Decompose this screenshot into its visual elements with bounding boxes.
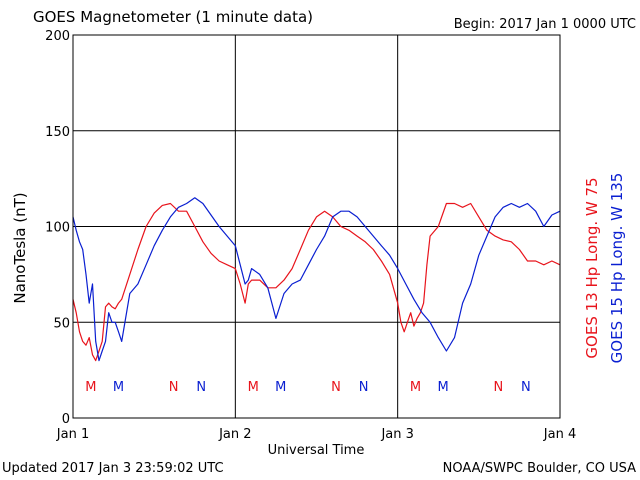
marker-n-red: N xyxy=(331,380,341,395)
legend-goes15: GOES 15 Hp Long. W 135 xyxy=(608,173,626,364)
legend-goes13: GOES 13 Hp Long. W 75 xyxy=(583,177,601,358)
x-tick-label: Jan 3 xyxy=(380,427,413,442)
x-tick-label: Jan 2 xyxy=(218,427,251,442)
x-tick-label: Jan 1 xyxy=(56,427,89,442)
marker-m-blue: M xyxy=(275,380,286,395)
marker-n-blue: N xyxy=(359,380,369,395)
source-credit: NOAA/SWPC Boulder, CO USA xyxy=(443,461,636,476)
marker-m-red: M xyxy=(410,380,421,395)
x-axis-label: Universal Time xyxy=(268,443,365,458)
y-tick-label: 0 xyxy=(62,412,70,427)
marker-m-red: M xyxy=(85,380,96,395)
series-line-1 xyxy=(72,197,561,362)
x-tick-label: Jan 4 xyxy=(543,427,576,442)
marker-m-red: M xyxy=(248,380,259,395)
chart-title: GOES Magnetometer (1 minute data) xyxy=(33,8,313,26)
marker-n-red: N xyxy=(493,380,503,395)
updated-timestamp: Updated 2017 Jan 3 23:59:02 UTC xyxy=(2,461,224,476)
y-axis-label: NanoTesla (nT) xyxy=(11,192,29,303)
y-tick-label: 200 xyxy=(45,29,70,44)
begin-label: Begin: 2017 Jan 1 0000 UTC xyxy=(454,17,636,32)
y-tick-label: 100 xyxy=(45,221,70,236)
series-lines xyxy=(72,197,561,362)
marker-n-blue: N xyxy=(196,380,206,395)
y-tick-label: 50 xyxy=(53,316,70,331)
plot-frame xyxy=(72,34,561,419)
x-tick-labels: Jan 1 Jan 2 Jan 3 Jan 4 xyxy=(56,427,576,442)
marker-m-blue: M xyxy=(113,380,124,395)
marker-n-blue: N xyxy=(521,380,531,395)
marker-m-blue: M xyxy=(438,380,449,395)
series-line-0 xyxy=(72,202,561,362)
grid-lines xyxy=(73,35,560,418)
y-tick-label: 150 xyxy=(45,125,70,140)
marker-n-red: N xyxy=(169,380,179,395)
y-tick-labels: 0 50 100 150 200 xyxy=(45,29,70,427)
